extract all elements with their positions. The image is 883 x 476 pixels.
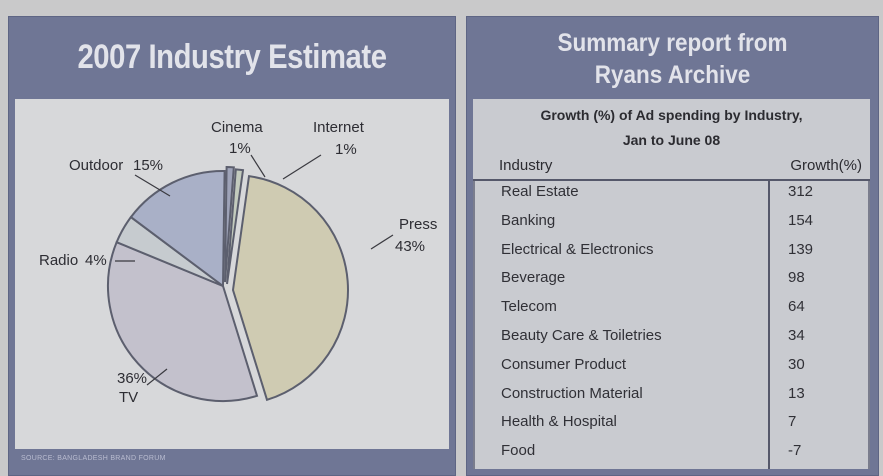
label-radio-value: 4%: [85, 252, 107, 269]
table-row: Banking 154: [475, 210, 872, 240]
label-tv-name: TV: [119, 389, 138, 406]
label-internet-value: 1%: [335, 141, 357, 158]
growth-cell: -7: [788, 442, 802, 460]
pie-chart-area: Cinema 1% Internet 1% Outdoor 15% Press …: [15, 99, 449, 449]
label-tv-value: 36%: [117, 370, 147, 387]
table-header-row: Industry Growth(%): [473, 157, 870, 181]
pie-slice-tv: [107, 240, 259, 402]
growth-cell: 154: [788, 211, 814, 229]
leader-line-press: [370, 234, 394, 250]
growth-cell: 34: [788, 327, 805, 344]
pie-slice-outdoor: [129, 170, 226, 288]
pie-slice-internet: [226, 168, 245, 285]
label-press-name: Press: [399, 216, 437, 233]
industry-cell: Real Estate: [501, 183, 579, 200]
leader-line-outdoor: [134, 174, 171, 197]
industry-estimate-panel: 2007 Industry Estimate Cinema 1% Interne…: [8, 16, 456, 476]
leader-line-internet: [282, 154, 322, 180]
industry-cell: Health & Hospital: [501, 413, 617, 431]
growth-cell: 7: [788, 413, 797, 431]
table-subtitle-line2: Jan to June 08: [622, 132, 721, 148]
growth-cell: 64: [788, 298, 805, 316]
industry-cell: Telecom: [501, 298, 557, 316]
label-press-value: 43%: [395, 238, 425, 255]
industry-cell: Beauty Care & Toiletries: [501, 327, 662, 344]
summary-title-line2: Ryans Archive: [594, 61, 751, 89]
label-internet-name: Internet: [313, 119, 365, 136]
table-row: Beauty Care & Toiletries 34: [475, 325, 872, 355]
table-row: Real Estate 312: [475, 181, 872, 211]
growth-cell: 13: [788, 384, 805, 402]
column-header-growth: Growth(%): [790, 157, 862, 174]
table-row: Food -7: [475, 440, 872, 470]
pie-chart-title: 2007 Industry Estimate: [77, 37, 387, 76]
column-divider: [768, 181, 770, 469]
pie-chart: Cinema 1% Internet 1% Outdoor 15% Press …: [39, 119, 437, 406]
label-radio-name: Radio: [39, 252, 78, 269]
summary-title-line1: Summary report from: [557, 29, 788, 57]
label-cinema-name: Cinema: [211, 119, 263, 136]
table-subtitle-line1: Growth (%) of Ad spending by Industry,: [540, 107, 803, 123]
pie-slice-cinema: [224, 165, 235, 283]
growth-cell: 98: [788, 269, 805, 287]
table-body: Real Estate 312 Banking 154 Electrical & Ele…: [473, 181, 870, 469]
source-note: SOURCE: BANGLADESH BRAND FORUM: [21, 455, 166, 462]
label-cinema-value: 1%: [229, 140, 251, 157]
table-row: Electrical & Electronics 139: [475, 239, 872, 269]
pie-slice-press: [231, 174, 349, 402]
industry-cell: Banking: [501, 211, 556, 229]
industry-cell: Consumer Product: [501, 355, 627, 373]
table-row: Beverage 98: [475, 267, 872, 297]
summary-title: Summary report from Ryans Archive: [488, 19, 858, 99]
summary-report-panel: Summary report from Ryans Archive Growth…: [466, 16, 879, 476]
table-row: Health & Hospital 7: [475, 411, 872, 441]
label-outdoor-value: 15%: [133, 157, 163, 174]
label-outdoor-name: Outdoor: [69, 157, 123, 174]
industry-cell: Construction Material: [501, 384, 643, 402]
table-row: Telecom 64: [475, 296, 872, 326]
table-row: Construction Material 13: [475, 383, 872, 413]
growth-cell: 30: [788, 355, 805, 373]
table-row: Consumer Product 30: [475, 354, 872, 384]
leader-line-tv: [146, 368, 168, 386]
industry-cell: Electrical & Electronics: [501, 240, 654, 258]
table-subtitle: Growth (%) of Ad spending by Industry, J…: [473, 103, 870, 153]
industry-cell: Food: [501, 442, 536, 460]
growth-cell: 312: [788, 183, 814, 200]
growth-cell: 139: [788, 240, 814, 258]
leader-line-cinema: [250, 154, 266, 178]
growth-table-area: Growth (%) of Ad spending by Industry, J…: [473, 99, 870, 469]
industry-cell: Beverage: [501, 269, 566, 287]
column-header-industry: Industry: [499, 157, 553, 174]
